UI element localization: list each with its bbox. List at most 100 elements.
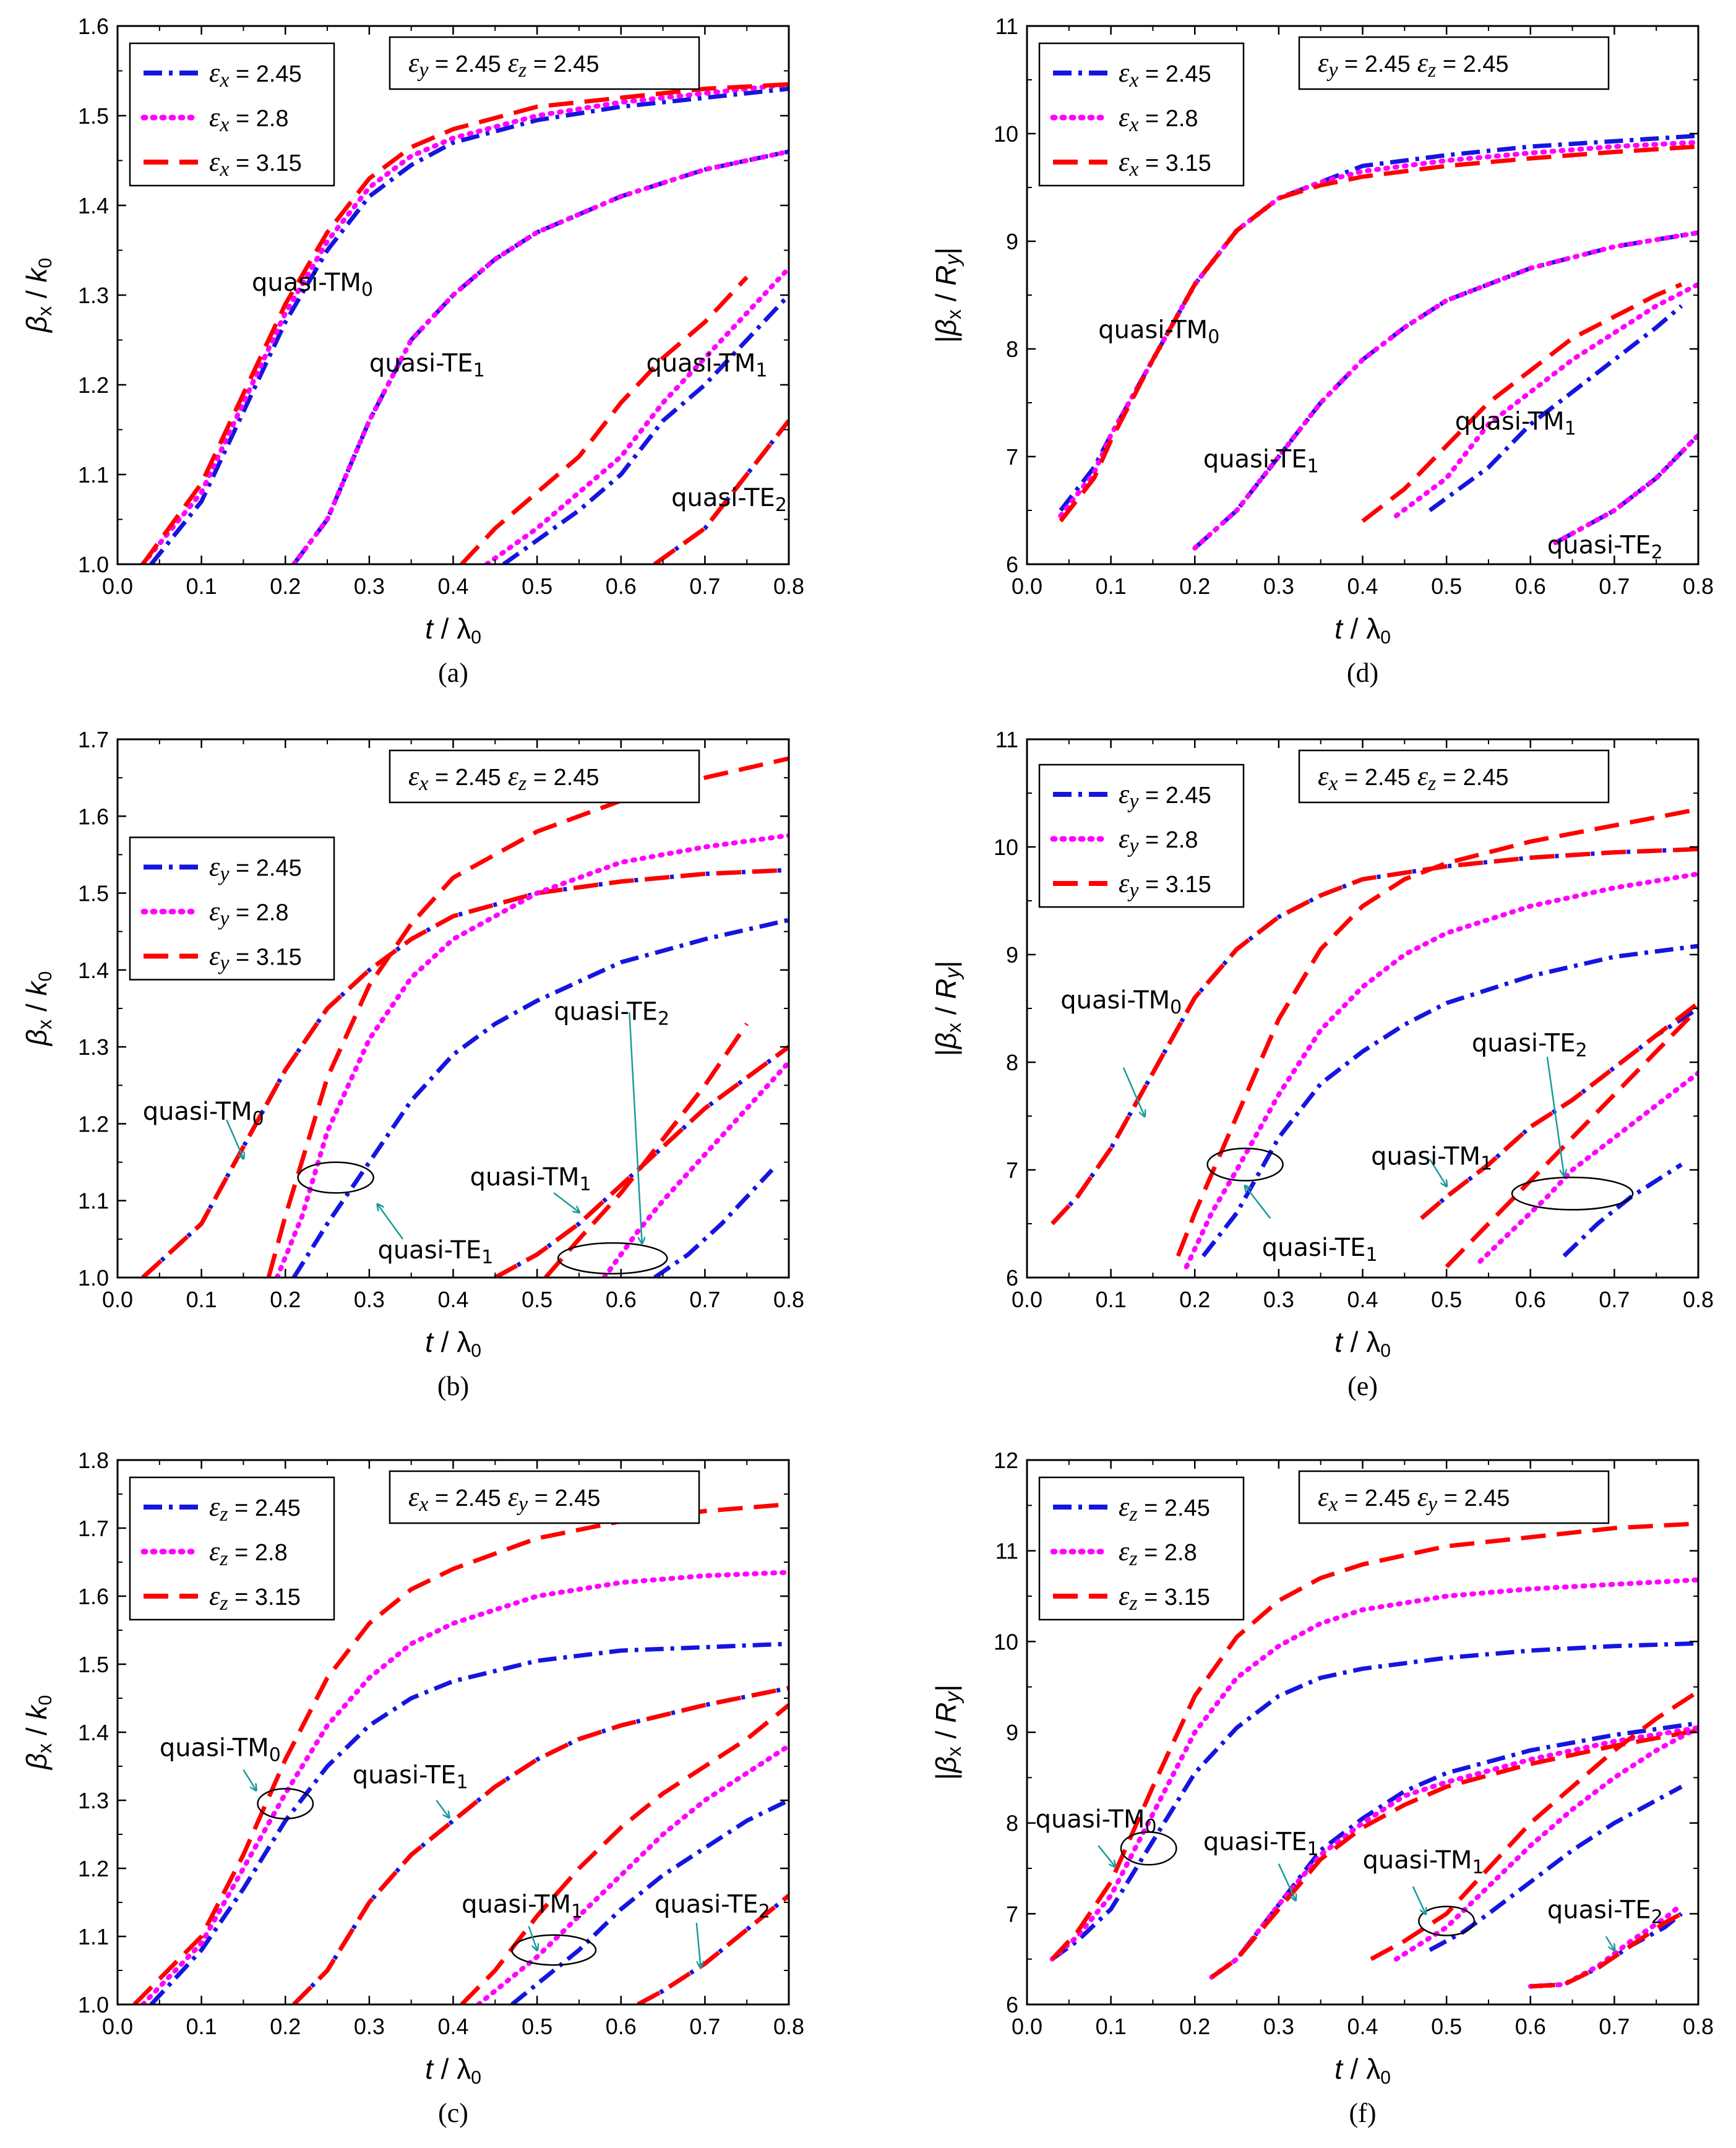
y-tick-label: 9	[1006, 229, 1018, 254]
y-tick-label: 1.4	[78, 1720, 109, 1745]
highlight-ellipse	[1418, 1905, 1476, 1936]
x-tick-label: 0.4	[1347, 1287, 1378, 1312]
series-line-4	[1193, 230, 1698, 550]
y-tick-label: 9	[1006, 1720, 1018, 1745]
series-line-2	[1058, 139, 1698, 518]
y-tick-label: 1.2	[78, 1111, 109, 1136]
mode-label: quasi-TM0	[1060, 986, 1182, 1018]
mode-label: quasi-TM1	[1455, 408, 1576, 440]
panel-d: 0.0 0.1 0.2 0.3 0.4 0.5 0.6 0.7 0.8 6 7 8 9 10 11 t / λ…	[930, 14, 1714, 688]
legend-entry: εz = 2.45	[209, 1492, 301, 1526]
parameter-text: εy = 2.45 εz = 2.45	[1318, 48, 1509, 82]
highlight-ellipse	[1120, 1831, 1177, 1866]
mode-label: quasi-TE1	[353, 1761, 468, 1794]
mode-label: quasi-TE2	[554, 998, 669, 1030]
y-tick-label: 6	[1006, 1992, 1018, 2017]
y-tick-label: 1.6	[78, 804, 109, 829]
series-line-10	[653, 419, 789, 564]
x-axis-label: t / λ0	[425, 1326, 481, 1361]
x-tick-label: 0.6	[606, 2014, 637, 2039]
mode-label: quasi-TE2	[671, 484, 787, 516]
y-tick-label: 1.4	[78, 958, 109, 983]
series-line-1	[1051, 1641, 1698, 1961]
y-axis-label: |βx / Ry|	[930, 1685, 965, 1781]
x-tick-label: 0.3	[354, 2014, 385, 2039]
x-tick-label: 0.4	[437, 2014, 468, 2039]
series-line-3	[1059, 144, 1698, 523]
legend-entry: εy = 3.15	[1119, 868, 1211, 902]
series-line-5	[292, 1686, 789, 2004]
legend-entry: εx = 2.45	[1119, 58, 1211, 92]
y-tick-label: 1.2	[78, 1856, 109, 1881]
x-tick-label: 0.6	[1515, 1287, 1546, 1312]
x-tick-label: 0.0	[102, 2014, 133, 2039]
y-tick-label: 10	[994, 121, 1018, 147]
legend: εz = 2.45 εz = 2.8 εz = 3.15	[1038, 1476, 1245, 1621]
highlight-ellipse	[511, 1934, 597, 1966]
parameter-text: εx = 2.45 εz = 2.45	[1318, 761, 1509, 795]
x-tick-label: 0.1	[186, 2014, 217, 2039]
mode-label: quasi-TE1	[377, 1236, 493, 1268]
y-tick-label: 1.6	[78, 1584, 109, 1609]
x-tick-label: 0.4	[437, 1287, 468, 1312]
annotation-arrow	[629, 1012, 642, 1243]
x-tick-label: 0.1	[186, 1287, 217, 1312]
series-line-2	[1051, 847, 1698, 1226]
y-tick-label: 11	[995, 1539, 1018, 1564]
legend-entry: εx = 3.15	[209, 147, 302, 181]
series-line-7	[484, 265, 789, 564]
series-line-1	[149, 1641, 789, 2004]
x-tick-label: 0.4	[1347, 574, 1378, 599]
x-tick-label: 0.3	[1263, 2014, 1294, 2039]
y-tick-label: 1.0	[78, 1992, 109, 2017]
x-tick-label: 0.0	[102, 1287, 133, 1312]
series-line-3	[291, 917, 789, 1278]
parameter-frame	[1298, 36, 1610, 90]
legend-entry: εz = 3.15	[1119, 1581, 1210, 1615]
y-tick-label: 12	[994, 1448, 1018, 1473]
y-tick-label: 1.3	[78, 1788, 109, 1813]
legend-entry: εy = 2.8	[209, 896, 289, 930]
y-tick-label: 1.1	[78, 1924, 109, 1949]
annotation-arrow	[377, 1205, 404, 1240]
annotation-arrow	[243, 1769, 256, 1790]
panel-caption: (b)	[437, 1371, 469, 1401]
legend-entry: εz = 3.15	[209, 1581, 301, 1615]
legend-entry: εx = 2.8	[1119, 102, 1198, 136]
x-tick-label: 0.5	[1431, 2014, 1462, 2039]
series-group	[141, 756, 789, 1278]
y-axis-label: βx / k0	[20, 1695, 56, 1771]
x-tick-label: 0.3	[1263, 574, 1294, 599]
mode-label: quasi-TE1	[1203, 445, 1319, 477]
y-tick-label: 1.3	[78, 283, 109, 308]
parameter-box: εx = 2.45 εy = 2.45	[1298, 1470, 1610, 1524]
panel-e: 0.0 0.1 0.2 0.3 0.4 0.5 0.6 0.7 0.8 6 7 8 9 10 11 t / λ…	[930, 727, 1714, 1401]
annotation-arrow	[226, 1119, 243, 1158]
x-tick-label: 0.6	[606, 574, 637, 599]
y-tick-label: 6	[1006, 1265, 1018, 1291]
y-tick-label: 1.0	[78, 1265, 109, 1291]
x-tick-label: 0.2	[1179, 574, 1210, 599]
mode-label: quasi-TM0	[1036, 1805, 1157, 1837]
series-line-6	[510, 1798, 789, 2004]
x-tick-label: 0.0	[1012, 2014, 1042, 2039]
x-tick-label: 0.6	[1515, 2014, 1546, 2039]
y-tick-label: 8	[1006, 337, 1018, 362]
series-group	[1049, 1521, 1698, 1989]
y-axis-label: βx / k0	[20, 258, 56, 333]
series-group	[140, 82, 789, 564]
y-axis-label: |βx / Ry|	[930, 961, 965, 1057]
x-tick-label: 0.0	[102, 574, 133, 599]
y-tick-label: 1.1	[78, 462, 109, 488]
highlight-ellipse	[1206, 1147, 1284, 1182]
y-tick-label: 7	[1006, 1158, 1018, 1183]
legend-entry: εz = 2.45	[1119, 1492, 1210, 1526]
parameter-text: εx = 2.45 εz = 2.45	[408, 761, 599, 795]
y-tick-label: 1.8	[78, 1448, 109, 1473]
x-tick-label: 0.1	[1096, 2014, 1127, 2039]
mode-label: quasi-TM0	[160, 1734, 281, 1766]
series-line-2	[1049, 1577, 1698, 1962]
mode-label: quasi-TE2	[1472, 1029, 1588, 1062]
legend-entry: εx = 2.8	[209, 102, 289, 136]
mode-label: quasi-TM0	[1098, 316, 1219, 348]
